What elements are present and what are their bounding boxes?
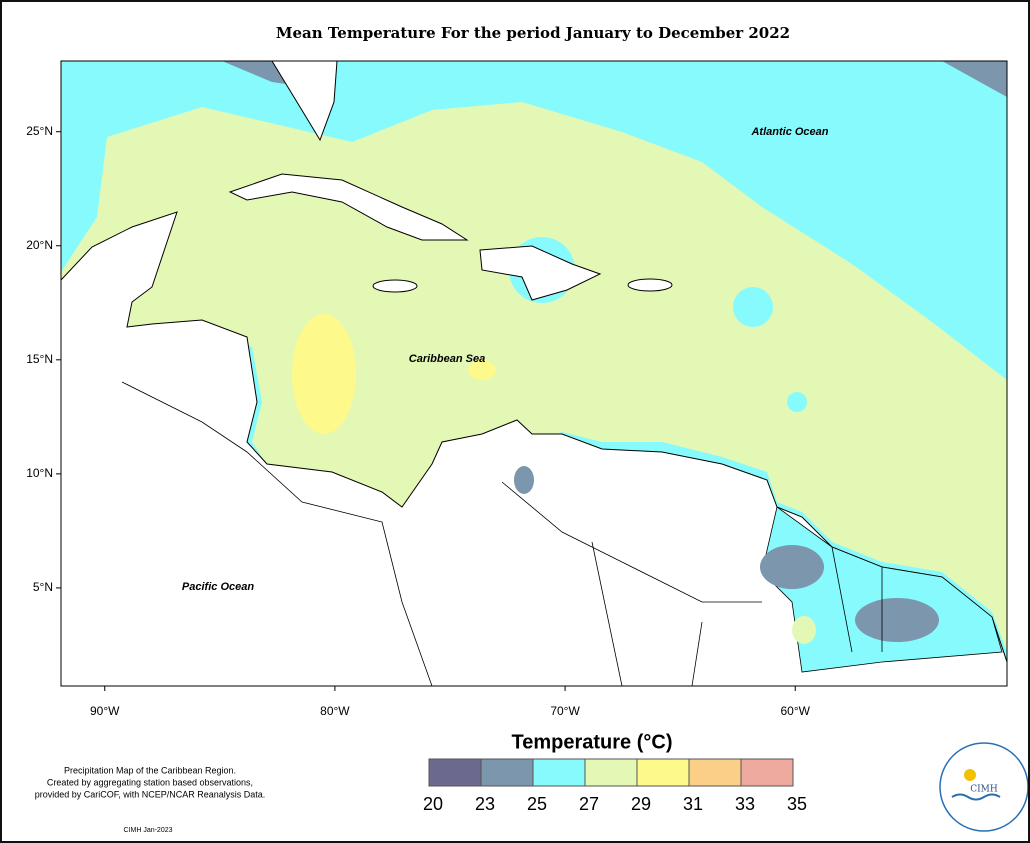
- cuba: [228, 173, 469, 241]
- legend-swatch: [688, 758, 742, 787]
- footnote: provided by CariCOF, with NCEP/NCAR Rean…: [35, 789, 266, 799]
- legend-swatch: [532, 758, 586, 787]
- temp-zone-25-27: [787, 392, 807, 412]
- credit: CIMH Jan-2023: [123, 827, 172, 834]
- y-tick-label: 25°N: [26, 124, 53, 138]
- legend-swatch: [584, 758, 638, 787]
- ocean-label: Caribbean Sea: [409, 353, 485, 365]
- x-tick-label: 90°W: [90, 704, 120, 718]
- title: Mean Temperature For the period January …: [276, 24, 790, 42]
- temp-zone-25-27: [733, 287, 773, 327]
- y-tick-label: 15°N: [26, 352, 53, 366]
- y-tick-label: 10°N: [26, 466, 53, 480]
- y-tick-label: 20°N: [26, 238, 53, 252]
- footnote: Created by aggregating station based obs…: [47, 777, 253, 787]
- temp-zone-29-31: [468, 360, 496, 380]
- legend-tick-label: 33: [735, 794, 755, 814]
- temp-zone-23-25: [760, 545, 824, 589]
- legend-title: Temperature (°C): [512, 731, 673, 753]
- country-border: [501, 481, 883, 687]
- logo-text: CIMH: [970, 785, 998, 795]
- temp-zone-23-25: [514, 466, 534, 494]
- x-tick-label: 70°W: [550, 704, 580, 718]
- legend-tick-label: 29: [631, 794, 651, 814]
- legend-swatch: [428, 758, 482, 787]
- logo-sun: [964, 769, 976, 781]
- map: Atlantic Ocean Caribbean Sea Pacific Oce…: [60, 60, 1008, 687]
- legend-swatch: [636, 758, 690, 787]
- legend-tick-label: 35: [787, 794, 807, 814]
- jamaica: [372, 279, 418, 293]
- legend-swatch: [480, 758, 534, 787]
- logo: [939, 742, 1028, 832]
- logo-wave: [951, 793, 1001, 801]
- map-frame: [60, 60, 1008, 687]
- temp-zone-27-29: [792, 616, 816, 644]
- puerto-rico: [627, 278, 673, 292]
- temp-zone-23-25: [855, 598, 939, 642]
- hispaniola: [479, 245, 602, 301]
- legend-tick-label: 23: [475, 794, 495, 814]
- legend-tick-label: 20: [423, 794, 443, 814]
- ocean-label: Pacific Ocean: [182, 581, 254, 593]
- temp-zone-23-25: [942, 61, 1007, 97]
- pacific-coast: [121, 381, 433, 687]
- y-tick-label: 5°N: [33, 580, 53, 594]
- x-tick-label: 60°W: [781, 704, 811, 718]
- legend-tick-label: 25: [527, 794, 547, 814]
- legend-swatch: [740, 758, 794, 787]
- footnote: Precipitation Map of the Caribbean Regio…: [64, 765, 236, 775]
- temp-zone-29-31: [292, 314, 356, 434]
- x-tick-label: 80°W: [320, 704, 350, 718]
- legend-tick-label: 27: [579, 794, 599, 814]
- ocean-label: Atlantic Ocean: [750, 126, 828, 138]
- legend-tick-label: 31: [683, 794, 703, 814]
